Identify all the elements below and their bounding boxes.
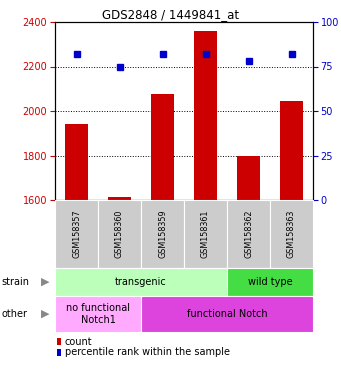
Text: ▶: ▶ [41,309,49,319]
Text: wild type: wild type [248,277,292,287]
Text: GSM158361: GSM158361 [201,210,210,258]
Text: GSM158360: GSM158360 [115,210,124,258]
Text: percentile rank within the sample: percentile rank within the sample [65,348,230,358]
Text: GSM158357: GSM158357 [72,210,81,258]
Text: strain: strain [2,277,30,287]
Text: count: count [65,337,92,347]
Text: functional Notch: functional Notch [187,309,267,319]
Text: no functional
Notch1: no functional Notch1 [66,303,130,325]
Text: other: other [2,309,28,319]
Text: GSM158362: GSM158362 [244,210,253,258]
Bar [151,94,174,200]
Text: GSM158359: GSM158359 [158,210,167,258]
Bar [108,197,131,200]
Text: GDS2848 / 1449841_at: GDS2848 / 1449841_at [102,8,239,22]
Text: ▶: ▶ [41,277,49,287]
Bar [65,124,88,200]
Text: transgenic: transgenic [115,277,167,287]
Bar [194,31,217,200]
Bar [237,156,260,200]
Text: GSM158363: GSM158363 [287,210,296,258]
Bar [280,101,303,200]
